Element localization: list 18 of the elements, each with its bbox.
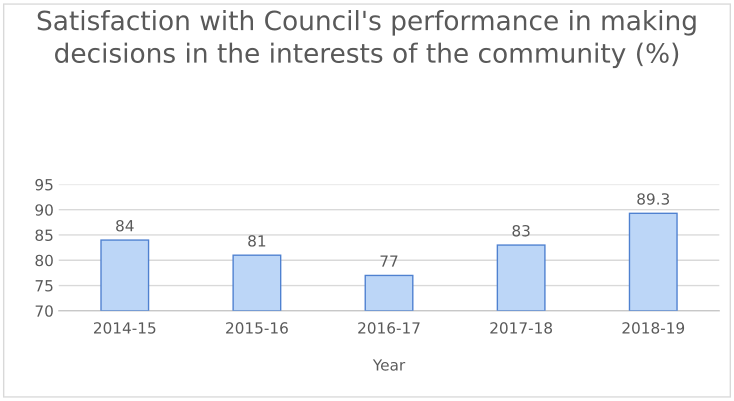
data-label: 83 xyxy=(512,225,530,237)
y-tick-label: 95 xyxy=(35,178,53,190)
data-label: 77 xyxy=(380,256,398,267)
y-tick-label: 85 xyxy=(35,229,53,242)
x-tick-label: 2016-17 xyxy=(358,322,420,334)
y-tick-label: 75 xyxy=(36,280,53,292)
chart-title: Satisfaction with Council's performance in making decisions in the interests of the community (%) xyxy=(38,10,696,68)
x-tick-label: 2018-19 xyxy=(622,322,684,334)
x-axis-title: Year xyxy=(372,359,406,371)
x-tick-label: 2014-15 xyxy=(94,322,156,334)
data-label: 81 xyxy=(248,235,266,247)
x-tick-label: 2017-18 xyxy=(490,322,552,334)
data-label: 89.3 xyxy=(637,193,670,205)
y-tick-label: 70 xyxy=(36,305,53,317)
y-tick-label: 90 xyxy=(35,204,53,216)
y-tick-label: 80 xyxy=(35,254,53,266)
x-tick-label: 2015-16 xyxy=(226,322,288,334)
data-label: 84 xyxy=(116,220,134,232)
